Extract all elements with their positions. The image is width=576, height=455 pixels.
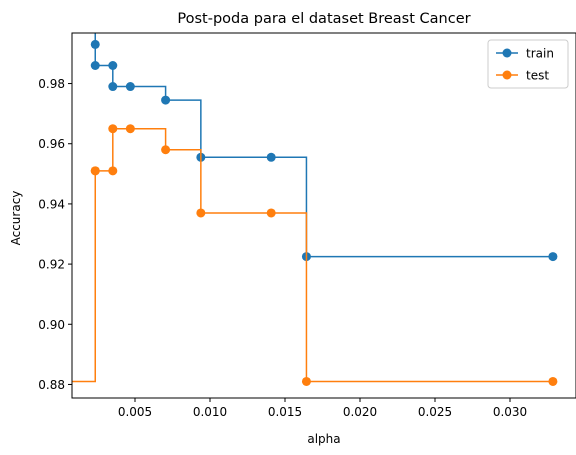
y-tick-label: 0.98 bbox=[38, 77, 65, 91]
x-axis: 0.005 0.010 0.015 0.020 0.025 0.030 bbox=[118, 398, 527, 419]
data-point-test bbox=[548, 376, 558, 386]
data-point-test bbox=[301, 376, 311, 386]
y-tick-label: 0.90 bbox=[38, 318, 65, 332]
series-line-train bbox=[94, 33, 553, 258]
data-point-train bbox=[56, 19, 65, 28]
chart-title: Post-poda para el dataset Breast Cancer bbox=[177, 11, 470, 27]
x-tick-label: 0.005 bbox=[118, 405, 152, 419]
legend: train test bbox=[487, 39, 569, 89]
x-tick-label: 0.025 bbox=[418, 405, 452, 419]
data-point-test bbox=[196, 208, 206, 218]
legend-label-test: test bbox=[526, 69, 549, 83]
axes-frame bbox=[71, 32, 576, 399]
data-point-train bbox=[161, 95, 171, 105]
y-axis: 0.88 0.90 0.92 0.94 0.96 0.98 bbox=[38, 77, 72, 392]
x-tick-label: 0.015 bbox=[268, 405, 302, 419]
data-point-train bbox=[90, 39, 100, 49]
legend-label-train: train bbox=[526, 47, 554, 61]
data-point-test bbox=[108, 124, 118, 134]
y-tick-label: 0.88 bbox=[38, 378, 65, 392]
x-axis-label: alpha bbox=[307, 432, 340, 446]
data-point-train bbox=[266, 152, 276, 162]
data-point-train bbox=[108, 60, 118, 70]
y-tick-label: 0.94 bbox=[38, 197, 65, 211]
data-point-train bbox=[125, 82, 135, 92]
y-axis-label: Accuracy bbox=[9, 191, 23, 246]
legend-marker-train bbox=[502, 48, 512, 58]
data-point-test bbox=[161, 145, 171, 155]
x-tick-label: 0.020 bbox=[343, 405, 377, 419]
data-point-test bbox=[125, 124, 135, 134]
data-point-test bbox=[108, 166, 118, 176]
y-tick-label: 0.92 bbox=[38, 258, 65, 272]
plot-area bbox=[56, 19, 558, 386]
data-point-train bbox=[90, 60, 100, 70]
data-point-train bbox=[108, 82, 118, 92]
data-point-test bbox=[90, 166, 100, 176]
y-tick-label: 0.96 bbox=[38, 137, 65, 151]
data-point-test bbox=[266, 208, 276, 218]
x-tick-label: 0.030 bbox=[493, 405, 527, 419]
x-tick-label: 0.010 bbox=[193, 405, 227, 419]
legend-marker-test bbox=[502, 70, 512, 80]
data-point-train bbox=[548, 252, 558, 262]
